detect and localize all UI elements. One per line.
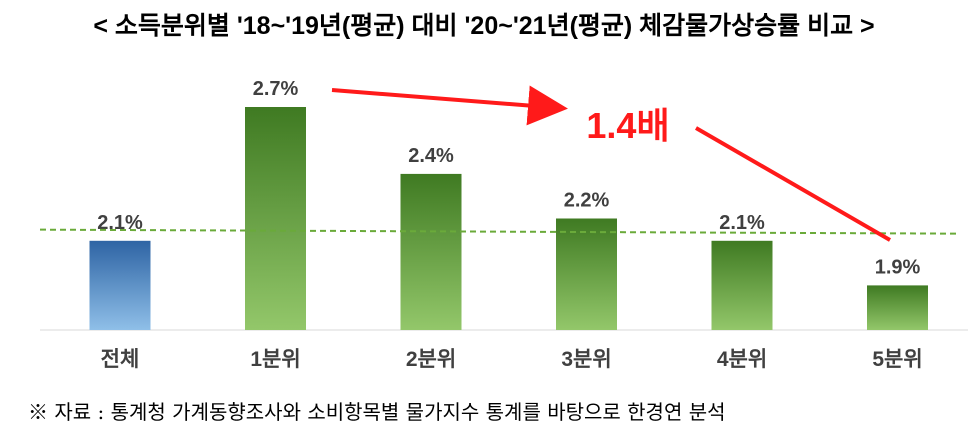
footnote: ※ 자료 : 통계청 가계동향조사와 소비항목별 물가지수 통계를 바탕으로 한… (28, 400, 726, 424)
bar-2 (400, 173, 462, 330)
reference-line (39, 228, 961, 235)
bar-0 (89, 240, 151, 330)
ratio-annotation: 1.4배 (586, 105, 669, 146)
arrow-to-1st-quintile (331, 85, 568, 126)
category-label: 4분위 (717, 348, 767, 371)
category-label: 전체 (101, 348, 140, 371)
arrow-to-5th-quintile (695, 126, 891, 242)
bar-1 (245, 107, 306, 330)
data-label: 2.7% (253, 78, 299, 100)
bar-5 (867, 285, 928, 330)
bar-4 (711, 240, 773, 330)
data-label: 2.1% (719, 212, 765, 234)
category-label: 1분위 (250, 348, 300, 371)
data-label: 1.9% (875, 256, 921, 278)
data-label: 2.2% (564, 190, 610, 212)
category-label: 3분위 (561, 348, 611, 371)
data-label: 2.4% (408, 145, 454, 167)
chart-title: < 소득분위별 '18~'19년(평균) 대비 '20~'21년(평균) 체감물… (93, 12, 875, 40)
bar-3 (556, 218, 617, 330)
category-label: 2분위 (406, 348, 456, 371)
data-label: 2.1% (97, 212, 143, 234)
category-label: 5분위 (872, 348, 922, 371)
